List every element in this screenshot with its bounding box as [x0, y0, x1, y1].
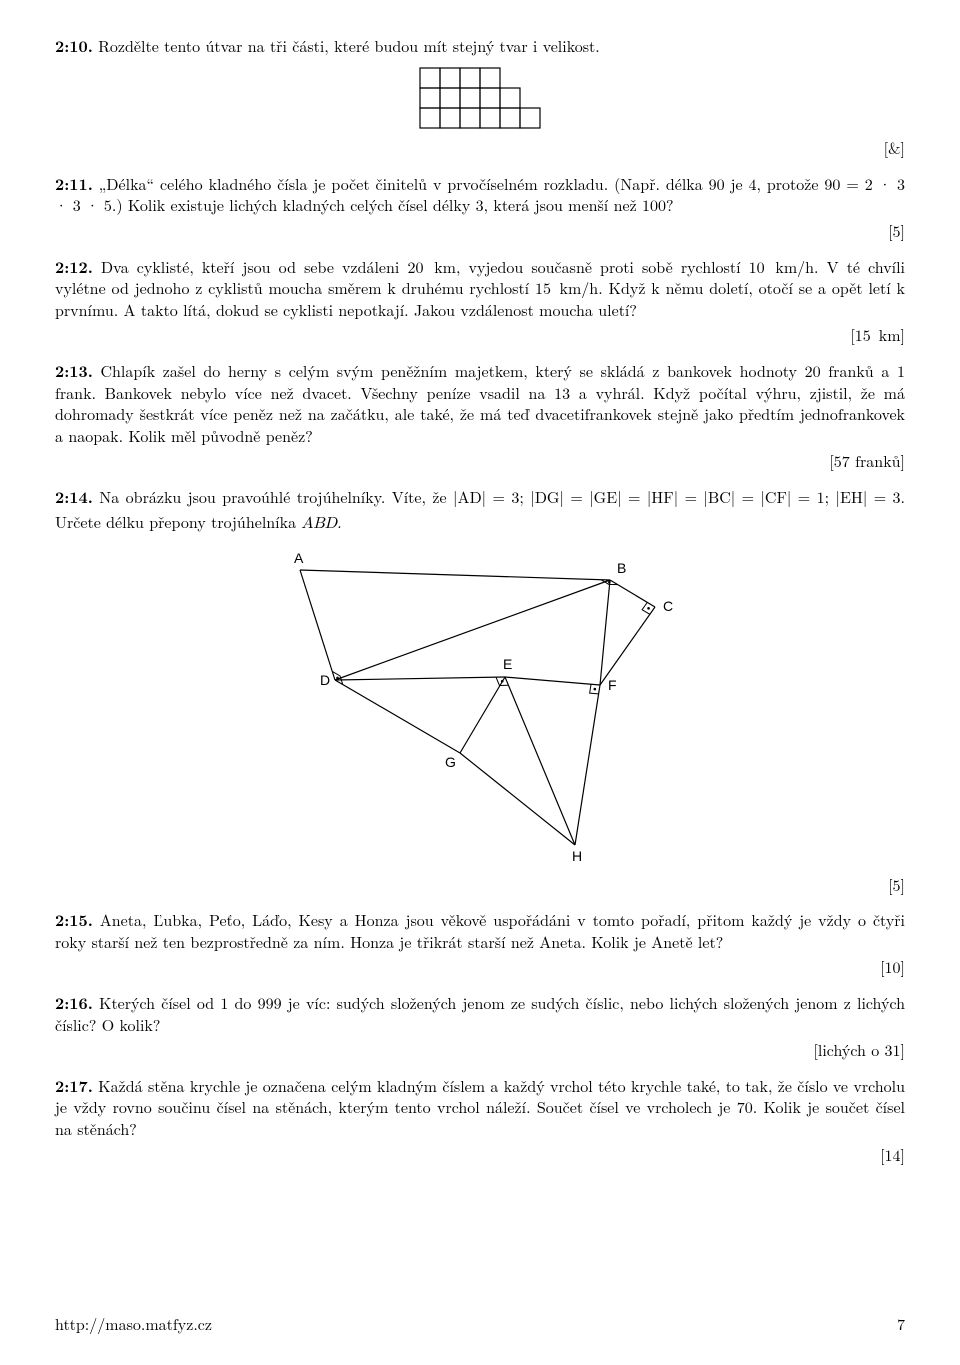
problem-2-15: 2:15. Aneta, Ľubka, Peťo, Láďo, Kesy a H…: [55, 909, 905, 978]
svg-text:C: C: [663, 598, 673, 614]
problem-label: 2:13.: [55, 359, 93, 382]
svg-text:E: E: [503, 656, 512, 672]
problem-equation: |AD| = 3; |DG| = |GE| = |HF| = |BC| = |C…: [453, 491, 905, 507]
footer-url: http://maso.matfyz.cz: [55, 1312, 212, 1335]
problem-label: 2:11.: [55, 172, 93, 195]
answer: [14]: [55, 1144, 905, 1166]
answer: [15 km]: [55, 324, 905, 346]
answer: [&]: [55, 137, 905, 159]
answer: [5]: [55, 220, 905, 242]
problem-text: Rozdělte tento útvar na tři části, které…: [98, 34, 600, 57]
problem-label: 2:14.: [55, 485, 93, 508]
svg-text:B: B: [617, 560, 626, 576]
answer: [57 franků]: [55, 450, 905, 472]
svg-text:H: H: [572, 848, 582, 864]
page-footer: http://maso.matfyz.cz 7: [55, 1312, 905, 1335]
triangle-figure: A B C D E F G H: [55, 545, 905, 870]
problem-2-12: 2:12. Dva cyklisté, kteří jsou od sebe v…: [55, 256, 905, 346]
problem-2-10: 2:10. Rozdělte tento útvar na tři části,…: [55, 35, 905, 159]
grid-figure: [55, 67, 905, 134]
problem-2-11: 2:11. „Délka“ celého kladného čísla je p…: [55, 173, 905, 242]
problem-text: „Délka“ celého kladného čísla je počet č…: [55, 172, 905, 217]
problem-label: 2:12.: [55, 255, 93, 278]
problem-text: Každá stěna krychle je označena celým kl…: [55, 1074, 905, 1140]
svg-text:G: G: [445, 754, 456, 770]
problem-2-17: 2:17. Každá stěna krychle je označena ce…: [55, 1075, 905, 1165]
problem-text: Chlapík zašel do herny s celým svým peně…: [55, 359, 905, 447]
problem-2-14: 2:14. Na obrázku jsou pravoúhlé trojúhel…: [55, 486, 905, 895]
problem-text: Kterých čísel od 1 do 999 je víc: sudých…: [55, 991, 905, 1036]
svg-text:A: A: [294, 550, 304, 566]
problem-text-pre: Na obrázku jsou pravoúhlé trojúhelníky. …: [99, 485, 453, 508]
problem-label: 2:10.: [55, 34, 93, 57]
problem-2-16: 2:16. Kterých čísel od 1 do 999 je víc: …: [55, 992, 905, 1061]
footer-page-number: 7: [897, 1312, 905, 1335]
problem-text: Aneta, Ľubka, Peťo, Láďo, Kesy a Honza j…: [55, 908, 905, 953]
problem-text-post: Určete délku přepony trojúhelníka: [55, 510, 301, 533]
problem-text: Dva cyklisté, kteří jsou od sebe vzdálen…: [55, 255, 905, 321]
triangle-name: ABD.: [301, 516, 341, 532]
answer: [10]: [55, 956, 905, 978]
problem-label: 2:16.: [55, 991, 93, 1014]
problem-label: 2:15.: [55, 908, 93, 931]
answer: [5]: [55, 874, 905, 896]
svg-text:F: F: [608, 677, 617, 693]
problem-2-13: 2:13. Chlapík zašel do herny s celým svý…: [55, 360, 905, 472]
svg-text:D: D: [320, 672, 330, 688]
problem-label: 2:17.: [55, 1074, 93, 1097]
page: 2:10. Rozdělte tento útvar na tři části,…: [0, 0, 960, 1365]
answer: [lichých o 31]: [55, 1039, 905, 1061]
